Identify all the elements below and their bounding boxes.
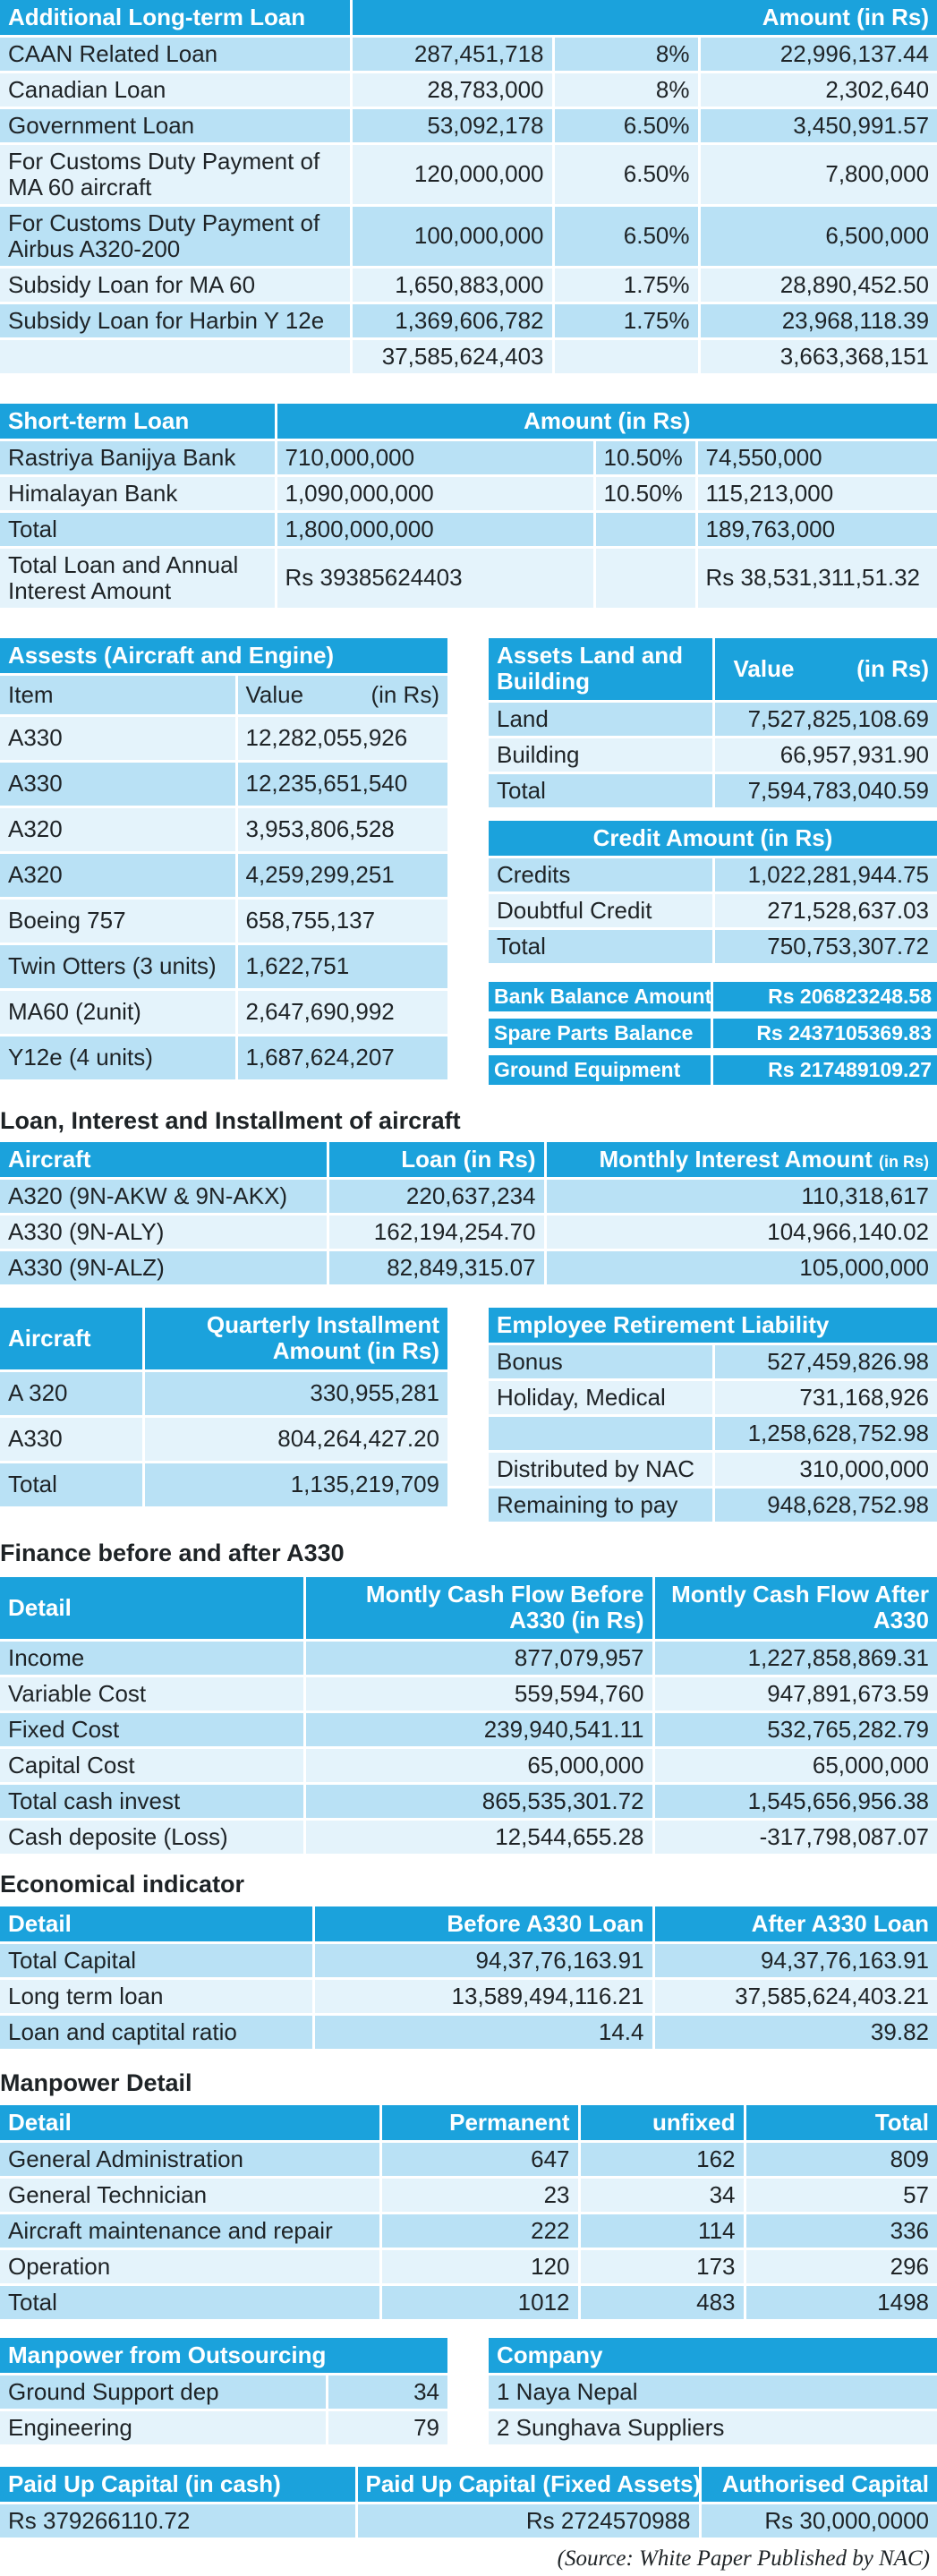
table-row: Holiday, Medical 731,168,926 <box>489 1379 937 1417</box>
table-row: For Customs Duty Payment of MA 60 aircra… <box>0 143 937 207</box>
company-title: Company <box>489 2338 937 2376</box>
economical-table: Detail Before A330 Loan After A330 Loan … <box>0 1906 937 2051</box>
table-row: Boeing 757 658,755,137 <box>0 898 447 945</box>
finance-table: Detail Montly Cash Flow Before A330 (in … <box>0 1577 937 1856</box>
ground-equipment-bar: Ground Equipment Rs 217489109.27 <box>489 1055 937 1085</box>
credit-title: Credit Amount (in Rs) <box>489 821 937 858</box>
table-row: Distributed by NAC 310,000,000 <box>489 1451 937 1488</box>
table-row: A330 (9N-ALY) 162,194,254.70 104,966,140.0… <box>0 1214 937 1251</box>
company-table: Company 1 Naya Nepal 2 Sunghava Supplier… <box>489 2338 937 2447</box>
retirement-title: Employee Retirement Liability <box>489 1308 937 1345</box>
table-row: Total 750,753,307.72 <box>489 928 937 966</box>
table-row: Total Loan and Annual Interest Amount Rs … <box>0 547 937 610</box>
table-row: A320 3,953,806,528 <box>0 806 447 854</box>
table-row: Total cash invest 865,535,301.72 1,545,656… <box>0 1783 937 1821</box>
table-row: Operation 120 173 296 <box>0 2248 937 2286</box>
table-row: For Customs Duty Payment of Airbus A320-… <box>0 205 937 269</box>
table-row: Cash deposite (Loss) 12,544,655.28 -317,79… <box>0 1819 937 1856</box>
table-row: A330 804,264,427.20 <box>0 1416 447 1463</box>
table-row: Fixed Cost 239,940,541.11 532,765,282.79 <box>0 1711 937 1749</box>
table-row: Doubtful Credit 271,528,637.03 <box>489 892 937 930</box>
table-header-row: Item Value (in Rs) <box>0 674 447 717</box>
table-row: Total Capital 94,37,76,163.91 94,37,76,163… <box>0 1942 937 1980</box>
table-row: Variable Cost 559,594,760 947,891,673.59 <box>0 1676 937 1713</box>
table-row: Engineering 79 <box>0 2410 447 2447</box>
table-row: Income 877,079,957 1,227,858,869.31 <box>0 1640 937 1677</box>
installment-table: Aircraft Quarterly Installment Amount (i… <box>0 1308 447 1509</box>
table-row: Ground Support dep 34 <box>0 2374 447 2411</box>
table-row: Aircraft maintenance and repair 222 114 336 <box>0 2213 937 2250</box>
table-row: Total 7,594,783,040.59 <box>489 772 937 810</box>
table-row: General Technician 23 34 57 <box>0 2177 937 2214</box>
capital-table: Paid Up Capital (in cash) Paid Up Capita… <box>0 2467 937 2540</box>
outsourcing-table: Manpower from Outsourcing Ground Support… <box>0 2338 447 2447</box>
table-row: A320 4,259,299,251 <box>0 852 447 900</box>
table-row: A330 12,235,651,540 <box>0 761 447 808</box>
additional-loan-amount-header: Amount (in Rs) <box>351 0 937 38</box>
table-row: Subsidy Loan for MA 60 1,650,883,000 1.75%… <box>0 267 937 304</box>
table-row: CAAN Related Loan 287,451,718 8% 22,996,137… <box>0 36 937 73</box>
table-row: Remaining to pay 948,628,752.98 <box>489 1487 937 1524</box>
table-total-row: 37,585,624,403 3,663,368,151 <box>0 338 937 376</box>
table-row: A330 (9N-ALZ) 82,849,315.07 105,000,000 <box>0 1250 937 1287</box>
finance-section-title: Finance before and after A330 <box>0 1540 345 1566</box>
table-row: 2 Sunghava Suppliers <box>489 2410 937 2447</box>
additional-loan-table: Additional Long-term Loan Amount (in Rs)… <box>0 0 937 376</box>
bank-balance-bar: Bank Balance Amount Rs 206823248.58 <box>489 982 937 1011</box>
assets-aircraft-table: Assests (Aircraft and Engine) Item Value… <box>0 638 447 1082</box>
table-row: Rs 379266110.72 Rs 2724570988 Rs 30,000,… <box>0 2503 937 2540</box>
table-row: Land 7,527,825,108.69 <box>489 701 937 738</box>
table-row: Y12e (4 units) 1,687,624,207 <box>0 1035 447 1082</box>
retirement-table: Employee Retirement Liability Bonus 527,4… <box>489 1308 937 1524</box>
spare-parts-balance-bar: Spare Parts Balance Rs 2437105369.83 <box>489 1019 937 1048</box>
additional-loan-header: Additional Long-term Loan <box>0 0 353 38</box>
table-row: Loan and captital ratio 14.4 39.82 <box>0 2014 937 2051</box>
table-row: Bonus 527,459,826.98 <box>489 1343 937 1381</box>
table-row: Capital Cost 65,000,000 65,000,000 <box>0 1747 937 1785</box>
outsourcing-title: Manpower from Outsourcing <box>0 2338 447 2376</box>
source-note: (Source: White Paper Published by NAC) <box>557 2546 930 2571</box>
manpower-table: Detail Permanent unfixed Total General A… <box>0 2105 937 2322</box>
assets-land-title: Assets Land and Building <box>489 638 715 703</box>
economical-section-title: Economical indicator <box>0 1871 245 1898</box>
table-row: MA60 (2unit) 2,647,690,992 <box>0 989 447 1036</box>
table-row: Rastriya Banijya Bank 710,000,000 10.50% 74… <box>0 439 937 477</box>
short-term-loan-table: Short-term Loan Amount (in Rs) Rastriya … <box>0 404 937 610</box>
table-row: Total 1,800,000,000 189,763,000 <box>0 511 937 549</box>
short-term-loan-header: Short-term Loan <box>0 404 277 441</box>
table-row: Canadian Loan 28,783,000 8% 2,302,640 <box>0 72 937 109</box>
table-row: Building 66,957,931.90 <box>489 737 937 774</box>
table-row: Total 1,135,219,709 <box>0 1462 447 1509</box>
assets-land-table: Assets Land and Building Value (in Rs) La… <box>489 638 937 810</box>
manpower-section-title: Manpower Detail <box>0 2069 192 2096</box>
table-row: A320 (9N-AKW & 9N-AKX) 220,637,234 110,318… <box>0 1178 937 1215</box>
table-row: General Administration 647 162 809 <box>0 2141 937 2179</box>
table-row: Himalayan Bank 1,090,000,000 10.50% 115,213… <box>0 475 937 513</box>
assets-aircraft-title: Assests (Aircraft and Engine) <box>0 638 447 676</box>
table-row: Credits 1,022,281,944.75 <box>489 857 937 894</box>
table-row: Long term loan 13,589,494,116.21 37,585,62… <box>0 1978 937 2016</box>
table-row: 1,258,628,752.98 <box>489 1415 937 1453</box>
loan-interest-table: Aircraft Loan (in Rs) Monthly Interest A… <box>0 1142 937 1287</box>
short-term-amount-header: Amount (in Rs) <box>276 404 937 441</box>
table-row: A 320 330,955,281 <box>0 1370 447 1418</box>
table-row: 1 Naya Nepal <box>489 2374 937 2411</box>
credit-table: Credit Amount (in Rs) Credits 1,022,281,9… <box>489 821 937 966</box>
table-row: Government Loan 53,092,178 6.50% 3,450,991.… <box>0 107 937 145</box>
loan-interest-section-title: Loan, Interest and Installment of aircra… <box>0 1107 461 1134</box>
table-row: Subsidy Loan for Harbin Y 12e 1,369,606,7… <box>0 303 937 340</box>
table-row: A330 12,282,055,926 <box>0 715 447 763</box>
table-row: Total 1012 483 1498 <box>0 2284 937 2322</box>
table-row: Twin Otters (3 units) 1,622,751 <box>0 943 447 991</box>
